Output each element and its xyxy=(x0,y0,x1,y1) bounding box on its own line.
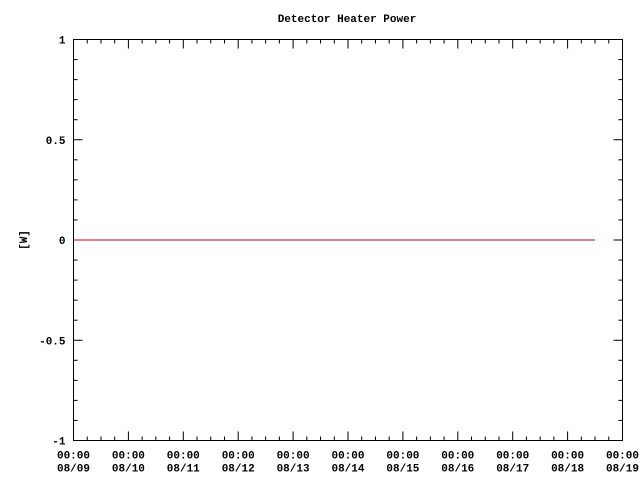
x-tick-label-line: 00:00 xyxy=(222,451,255,463)
x-tick-label-line: 00:00 xyxy=(606,451,639,463)
x-tick-label-line: 08/15 xyxy=(386,464,419,476)
x-tick-label-line: 08/13 xyxy=(277,464,310,476)
chart-title: Detector Heater Power xyxy=(278,14,417,26)
x-tick-label: 00:00 08/17 xyxy=(496,451,529,476)
x-tick-label: 00:00 08/16 xyxy=(441,451,474,476)
x-tick-label: 00:00 08/19 xyxy=(606,451,639,476)
x-tick-label-line: 08/14 xyxy=(331,464,364,476)
y-tick-label: 0.5 xyxy=(46,136,66,148)
x-tick-label: 00:00 08/13 xyxy=(277,451,310,476)
x-tick-label-line: 00:00 xyxy=(57,451,90,463)
x-tick-label: 00:00 08/14 xyxy=(331,451,364,476)
x-tick-label-line: 08/10 xyxy=(112,464,145,476)
y-tick-label: -0.5 xyxy=(39,336,66,348)
y-tick-label: 1 xyxy=(59,36,66,48)
x-tick-label: 00:00 08/15 xyxy=(386,451,419,476)
x-tick-label-line: 08/09 xyxy=(57,464,90,476)
x-tick-label-line: 00:00 xyxy=(441,451,474,463)
x-tick-label: 00:00 08/12 xyxy=(222,451,255,476)
x-tick-label-line: 08/11 xyxy=(167,464,200,476)
x-tick-label-line: 08/16 xyxy=(441,464,474,476)
x-tick-label-line: 00:00 xyxy=(496,451,529,463)
y-tick-label: -1 xyxy=(52,437,66,449)
x-tick-label-line: 00:00 xyxy=(167,451,200,463)
x-tick-label-line: 08/12 xyxy=(222,464,255,476)
x-tick-label: 00:00 08/10 xyxy=(112,451,145,476)
x-tick-label-line: 08/19 xyxy=(606,464,639,476)
x-tick-label-line: 00:00 xyxy=(277,451,310,463)
x-tick-label-line: 08/18 xyxy=(551,464,584,476)
y-tick-label: 0 xyxy=(59,236,66,248)
x-tick-label: 00:00 08/09 xyxy=(57,451,90,476)
x-tick-label-line: 00:00 xyxy=(331,451,364,463)
y-axis-label: [W] xyxy=(19,230,31,250)
x-tick-label-line: 08/17 xyxy=(496,464,529,476)
x-tick-label-line: 00:00 xyxy=(386,451,419,463)
x-tick-label: 00:00 08/18 xyxy=(551,451,584,476)
x-tick-label: 00:00 08/11 xyxy=(167,451,200,476)
x-tick-label-line: 00:00 xyxy=(551,451,584,463)
x-tick-label-line: 00:00 xyxy=(112,451,145,463)
